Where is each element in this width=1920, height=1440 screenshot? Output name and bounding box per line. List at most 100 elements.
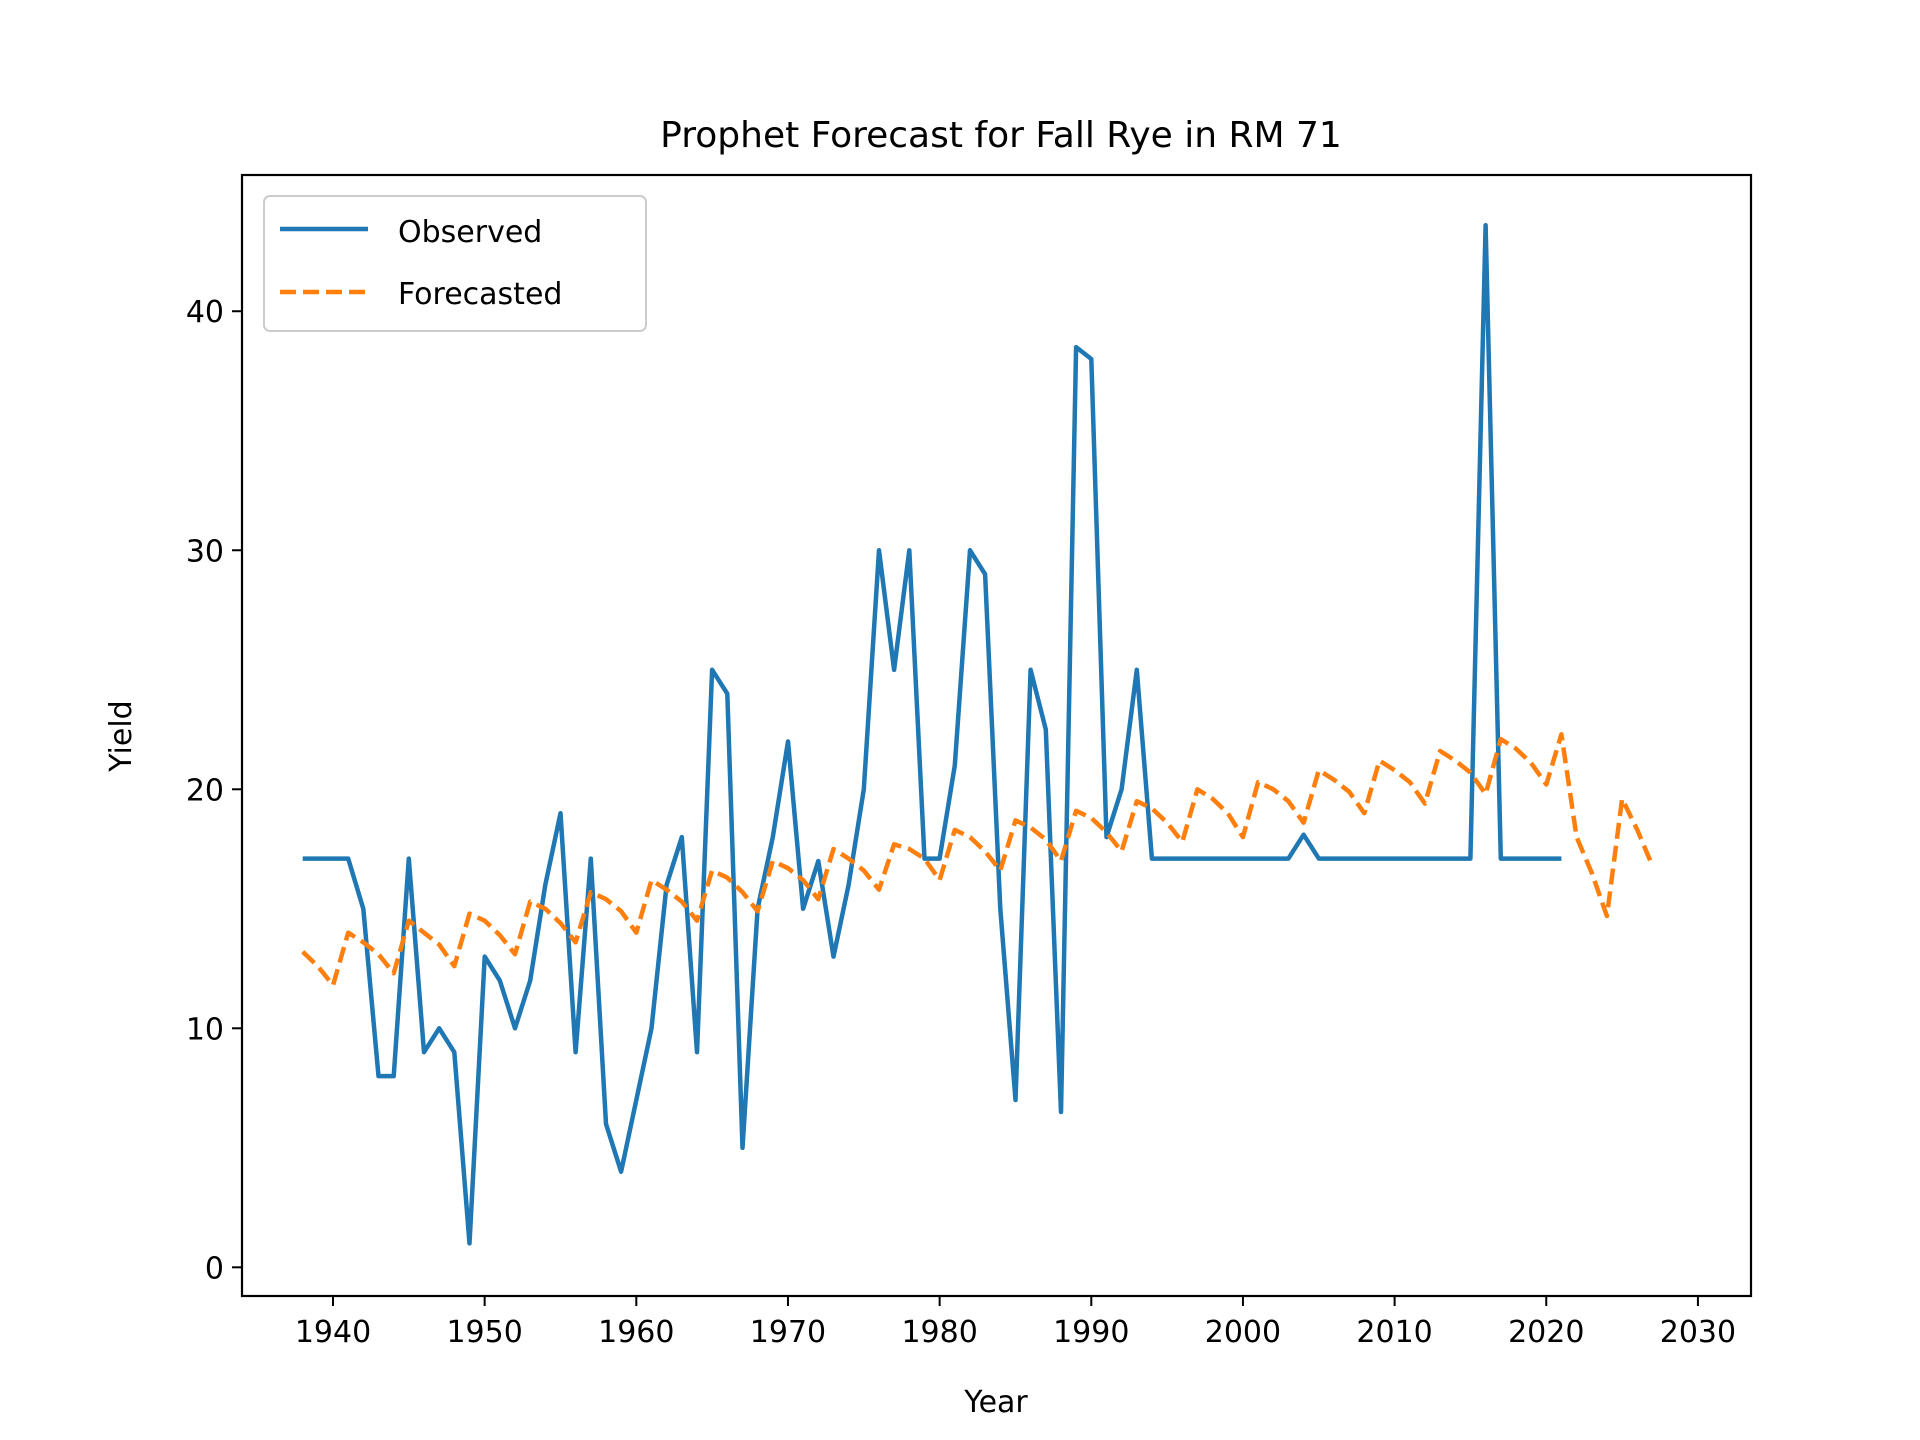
legend-forecasted-label: Forecasted xyxy=(398,277,562,312)
forecasted-point xyxy=(938,878,942,882)
observed-point xyxy=(832,955,836,959)
forecasted-point xyxy=(786,866,790,870)
forecasted-point xyxy=(1272,788,1276,792)
forecasted-point xyxy=(407,919,411,923)
observed-point xyxy=(528,979,532,983)
observed-point xyxy=(786,740,790,744)
forecasted-point xyxy=(892,843,896,847)
forecasted-point xyxy=(1059,859,1063,863)
observed-point xyxy=(1302,833,1306,837)
forecasted-point xyxy=(1605,914,1609,918)
forecasted-point xyxy=(1484,792,1488,796)
forecasted-point xyxy=(1575,835,1579,839)
observed-point xyxy=(862,788,866,792)
forecasted-point xyxy=(1135,799,1139,803)
observed-point xyxy=(437,1027,441,1031)
chart-title: Prophet Forecast for Fall Rye in RM 71 xyxy=(660,115,1342,156)
observed-point xyxy=(1423,857,1427,861)
observed-point xyxy=(635,1098,639,1102)
observed-point xyxy=(574,1050,578,1054)
observed-point xyxy=(1211,857,1215,861)
forecasted-point xyxy=(1044,838,1048,842)
plot-area xyxy=(301,222,1655,1246)
forecasted-point xyxy=(1256,780,1260,784)
x-tick-label: 2010 xyxy=(1356,1315,1432,1350)
forecasted-point xyxy=(1438,749,1442,753)
forecasted-point xyxy=(1090,816,1094,820)
x-tick-label: 1950 xyxy=(446,1315,522,1350)
forecasted-point xyxy=(1454,759,1458,763)
x-axis: 1940 1950 1960 1970 1980 1990 2000 2010 2020 2030 xyxy=(295,1296,1736,1350)
observed-point xyxy=(1196,857,1200,861)
forecasted-point xyxy=(1150,807,1154,811)
observed-point xyxy=(1226,857,1230,861)
forecasted-point xyxy=(817,897,821,901)
forecasted-point xyxy=(999,869,1003,873)
forecasted-point xyxy=(923,857,927,861)
y-tick-label: 20 xyxy=(186,773,224,808)
forecasted-point xyxy=(392,972,396,976)
observed-point xyxy=(422,1050,426,1054)
axes-frame xyxy=(240,173,1753,1298)
observed-point xyxy=(392,1074,396,1078)
observed-point xyxy=(1363,857,1367,861)
forecasted-point xyxy=(1074,809,1078,813)
observed-point xyxy=(1393,857,1397,861)
observed-point xyxy=(1014,1098,1018,1102)
observed-point xyxy=(1499,857,1503,861)
forecasted-point xyxy=(377,952,381,956)
forecasted-point xyxy=(968,835,972,839)
y-tick-label: 10 xyxy=(186,1012,224,1047)
observed-point xyxy=(1545,857,1549,861)
observed-point xyxy=(1135,668,1139,672)
observed-point xyxy=(1165,857,1169,861)
forecasted-point xyxy=(908,847,912,851)
observed-point xyxy=(1120,788,1124,792)
observed-point xyxy=(726,692,730,696)
observed-point xyxy=(877,549,881,553)
observed-point xyxy=(1044,728,1048,732)
x-tick-label: 2000 xyxy=(1205,1315,1281,1350)
observed-point xyxy=(908,549,912,553)
forecasted-point xyxy=(1317,768,1321,772)
observed-point xyxy=(1514,857,1518,861)
forecasted-point xyxy=(619,909,623,913)
observed-point xyxy=(1287,857,1291,861)
observed-point xyxy=(377,1074,381,1078)
observed-point xyxy=(892,668,896,672)
observed-point xyxy=(331,857,335,861)
forecasted-point xyxy=(559,921,563,925)
x-tick-label: 1940 xyxy=(295,1315,371,1350)
y-axis-label: Yield xyxy=(104,700,139,772)
forecasted-point xyxy=(1378,759,1382,763)
observed-point xyxy=(604,1122,608,1126)
x-axis-label: Year xyxy=(963,1385,1028,1420)
observed-point xyxy=(695,1050,699,1054)
forecasted-point xyxy=(726,876,730,880)
observed-point xyxy=(362,907,366,911)
forecasted-point xyxy=(1514,747,1518,751)
observed-point xyxy=(544,883,548,887)
forecasted-line xyxy=(301,732,1655,988)
legend: Observed Forecasted xyxy=(263,195,647,332)
forecasted-point xyxy=(528,900,532,904)
observed-point xyxy=(1332,857,1336,861)
forecasted-point xyxy=(589,890,593,894)
forecasted-point xyxy=(362,941,366,945)
observed-point xyxy=(817,859,821,863)
forecasted-point xyxy=(1620,797,1624,801)
observed-point xyxy=(1181,857,1185,861)
forecasted-point xyxy=(1636,828,1640,832)
observed-point xyxy=(1150,857,1154,861)
forecasted-point xyxy=(346,931,350,935)
forecasted-point xyxy=(1347,790,1351,794)
forecasted-point xyxy=(1120,850,1124,854)
observed-point xyxy=(680,835,684,839)
y-tick-label: 0 xyxy=(205,1251,224,1286)
observed-point xyxy=(1090,357,1094,361)
forecasted-point xyxy=(1499,737,1503,741)
observed-point xyxy=(1560,857,1564,861)
forecasted-point xyxy=(1332,778,1336,782)
forecasted-point xyxy=(437,943,441,947)
forecasted-point xyxy=(422,931,426,935)
